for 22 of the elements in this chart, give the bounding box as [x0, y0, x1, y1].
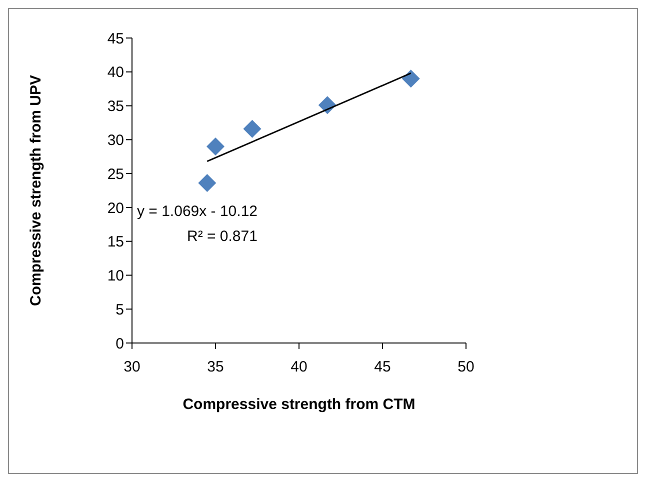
y-tick-label: 20 [107, 200, 124, 217]
y-axis-title: Compressive strength from UPV [27, 75, 44, 306]
annotation: R² = 0.871 [187, 228, 258, 245]
x-tick-label: 40 [290, 358, 308, 376]
y-tick-label: 25 [107, 166, 124, 183]
x-axis-title: Compressive strength from CTM [182, 396, 416, 413]
point [402, 70, 420, 88]
x-tick-label: 45 [374, 358, 391, 376]
y-tick-label: 45 [107, 30, 124, 48]
x-tick-label: 50 [458, 358, 474, 376]
y-tick-label: 0 [116, 335, 124, 352]
y-tick-label: 35 [107, 98, 124, 116]
x-tick-label: 35 [207, 358, 224, 376]
point [243, 120, 262, 138]
y-tick-label: 30 [107, 132, 124, 149]
y-tick-label: 10 [107, 268, 124, 285]
annotation: y = 1.069x - 10.12 [137, 203, 258, 220]
y-tick-label: 5 [116, 301, 124, 318]
y-tick-label: 40 [107, 64, 124, 82]
point [198, 174, 216, 192]
y-tick-label: 15 [107, 234, 124, 251]
point [206, 137, 224, 156]
